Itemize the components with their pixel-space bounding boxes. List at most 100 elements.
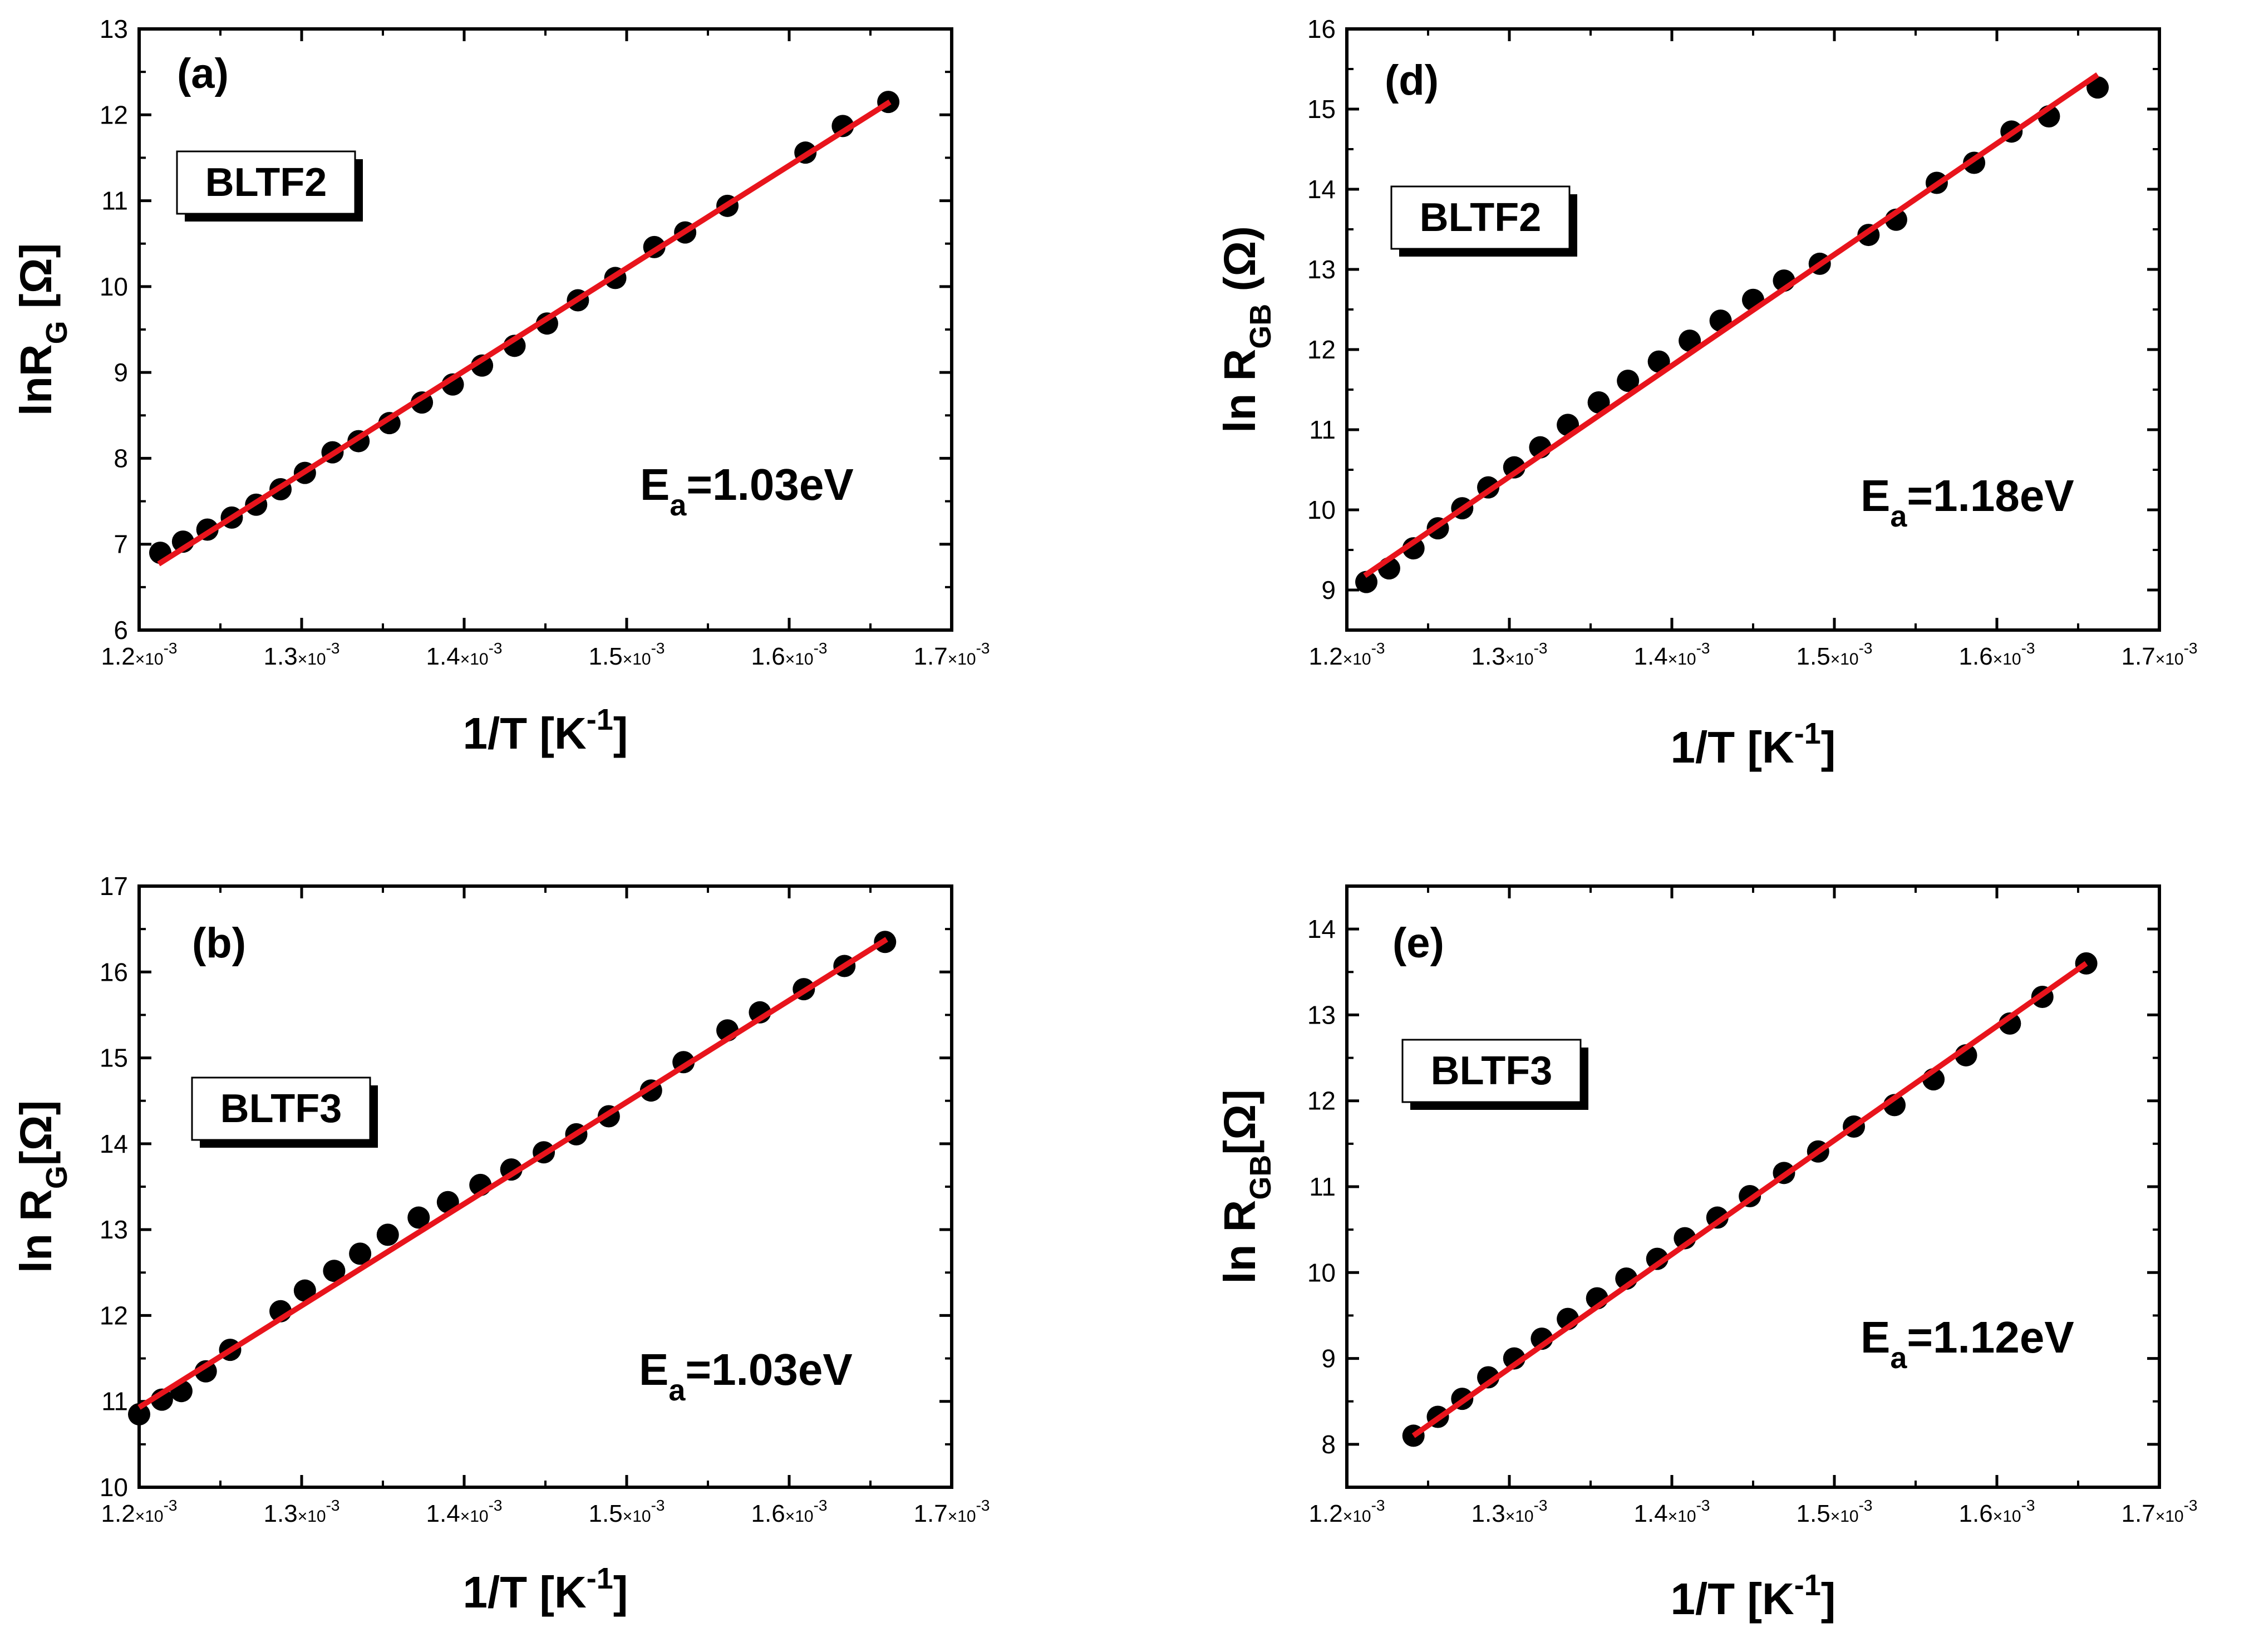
x-tick-label: 1.4×10-3 [426,640,503,670]
data-layer [149,91,900,567]
x-tick-mantissa: 1.5 [589,1500,623,1527]
annotation-symbol: E [1861,1312,1890,1362]
x-tick-mantissa: 1.6 [751,643,785,670]
y-tick-label: 13 [1307,255,1336,284]
x-tick-exponent: -3 [2021,1497,2035,1514]
y-tick-label: 11 [1309,1172,1336,1201]
x-tick-times-ten: ×10 [135,650,164,668]
annotation-subscript: a [1890,1341,1907,1375]
x-tick-label: 1.7×10-3 [2122,1497,2198,1527]
x-tick-label: 1.7×10-3 [2122,640,2198,670]
x-tick-label: 1.7×10-3 [914,640,990,670]
annotation-subscript: a [670,489,687,522]
panel-label: (e) [1392,920,1444,967]
x-tick-mantissa: 1.7 [2122,643,2155,670]
data-point [1647,350,1670,373]
x-axis-label: 1/T [K-1] [1671,1569,1836,1624]
x-tick-exponent: -3 [1859,1497,1873,1514]
sample-label-box [1390,185,1571,250]
x-tick-label: 1.2×10-3 [1309,640,1385,670]
y-tick-label: 16 [100,957,128,986]
data-point [407,1206,430,1229]
x-tick-exponent: -3 [2184,1497,2198,1514]
y-tick-label: 13 [100,14,128,43]
x-tick-times-ten: ×10 [460,1507,489,1526]
x-tick-mantissa: 1.7 [2122,1500,2155,1527]
x-tick-mantissa: 1.7 [914,1500,948,1527]
annotation-symbol: E [639,1345,668,1394]
x-tick-exponent: -3 [1371,640,1385,657]
panel-label: (b) [192,920,246,967]
x-tick-times-ten: ×10 [948,650,976,668]
x-tick-mantissa: 1.3 [264,1500,298,1527]
x-tick-mantissa: 1.5 [1797,643,1830,670]
x-tick-exponent: -3 [1534,1497,1548,1514]
data-point [1587,391,1610,414]
x-tick-times-ten: ×10 [1505,1507,1534,1526]
data-point [2086,76,2109,99]
x-tick-exponent: -3 [814,1497,828,1514]
y-tick-label: 10 [1307,1258,1336,1287]
y-axis-label-subscript: GB [1244,1155,1277,1200]
y-tick-label: 15 [100,1044,128,1073]
x-tick-mantissa: 1.3 [1472,1500,1505,1527]
x-tick-mantissa: 1.4 [1634,1500,1668,1527]
x-tick-label: 1.2×10-3 [1309,1497,1385,1527]
x-tick-exponent: -3 [976,1497,990,1514]
y-tick-label: 13 [1307,1000,1336,1029]
x-axis-label: 1/T [K-1] [463,1562,628,1617]
y-tick-label: 12 [100,1301,128,1330]
y-tick-label: 8 [114,444,128,473]
y-axis-label-unit: (Ω) [1215,226,1264,304]
y-axis-label-unit: [Ω] [1215,1089,1264,1154]
x-tick-times-ten: ×10 [1830,650,1859,668]
data-point [1646,1247,1669,1270]
activation-energy-label: Ea=1.18eV [1861,471,2074,533]
x-tick-label: 1.3×10-3 [1472,1497,1548,1527]
x-tick-mantissa: 1.2 [1309,1500,1343,1527]
panel-a: 1.2×10-3 1.3×10-3 1.4×10-3 1.5×10-3 1.6×10-3… [11,14,990,758]
fit-line [157,99,892,567]
data-point [293,1279,316,1302]
x-tick-label: 1.3×10-3 [264,1497,340,1527]
x-tick-label: 1.4×10-3 [1634,1497,1710,1527]
sample-label: BLTF3 [1431,1049,1553,1093]
x-tick-mantissa: 1.2 [101,643,135,670]
sample-label: BLTF2 [205,160,327,205]
panel-label: (d) [1385,57,1439,104]
y-axis-label-subscript: GB [1244,304,1277,349]
annotation-value: =1.12eV [1907,1312,2074,1362]
annotation-subscript: a [1890,500,1907,533]
x-tick-exponent: -3 [164,640,178,657]
x-tick-label: 1.6×10-3 [751,640,828,670]
y-axis-label-main: lnR [11,344,61,416]
data-point [1355,571,1378,593]
x-tick-times-ten: ×10 [2155,650,2184,668]
y-tick-label: 10 [100,1473,128,1502]
x-tick-exponent: -3 [814,640,828,657]
data-point [128,1403,150,1425]
x-tick-exponent: -3 [1696,1497,1710,1514]
x-tick-label: 1.4×10-3 [1634,640,1710,670]
x-tick-exponent: -3 [1859,640,1873,657]
data-layer [1355,72,2109,593]
y-tick-label: 11 [1309,415,1336,444]
y-tick-label: 9 [1321,576,1336,604]
x-axis-label: 1/T [K-1] [463,703,628,758]
x-tick-exponent: -3 [326,640,340,657]
y-tick-label: 14 [1307,914,1336,943]
x-tick-times-ten: ×10 [623,650,651,668]
data-point [323,1260,346,1282]
y-axis-label-main: ln R [1215,349,1264,433]
x-tick-exponent: -3 [489,640,503,657]
x-tick-mantissa: 1.6 [1959,643,1993,670]
y-tick-label: 9 [114,358,128,387]
data-layer [128,931,897,1425]
y-axis-label: ln RGB (Ω) [1215,226,1277,433]
x-axis-label-close: ] [1821,1574,1836,1624]
y-axis-label-subscript: G [40,1166,73,1189]
x-tick-times-ten: ×10 [1505,650,1534,668]
x-tick-mantissa: 1.6 [751,1500,785,1527]
